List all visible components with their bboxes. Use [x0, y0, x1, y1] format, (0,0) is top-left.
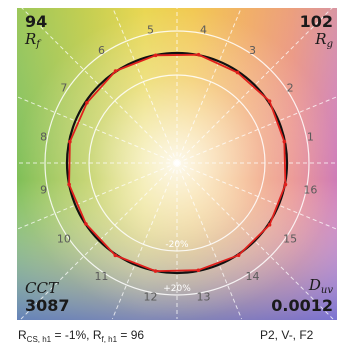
hue-bin-boundary: [176, 162, 337, 230]
test-source-point: [68, 139, 72, 144]
rg-label: Rg: [315, 30, 333, 50]
rg-metric: 102 Rg: [300, 14, 333, 50]
reference-ring: [44, 30, 310, 296]
hue-bin-boundary: [176, 8, 242, 164]
hue-bin-label: 6: [98, 44, 105, 57]
hue-bin-label: 5: [147, 24, 154, 37]
hue-bin-boundary: [176, 162, 243, 320]
hue-bin-label: 1: [307, 130, 314, 143]
rg-value: 102: [299, 12, 333, 31]
ring-label-inner: -20%: [165, 240, 189, 250]
test-source-point: [282, 139, 287, 144]
hue-bin-label: 14: [246, 270, 260, 283]
rf-value: 94: [25, 12, 48, 31]
hue-bin-label: 10: [57, 233, 71, 246]
hue-bin-label: 15: [283, 233, 297, 246]
classification-text: P2, V-, F2: [260, 328, 314, 342]
test-source-point: [267, 99, 272, 103]
test-source-point: [113, 69, 118, 73]
test-source-point: [84, 222, 88, 226]
test-source-point: [113, 253, 118, 258]
test-source-point: [283, 182, 288, 187]
cct-metric: CCT 3087: [25, 281, 70, 314]
hue-bin-boundary: [21, 8, 178, 164]
duv-label: Duv: [308, 276, 333, 296]
rf-metric: 94 Rf: [25, 14, 47, 50]
hue-bin-label: 12: [143, 290, 157, 303]
duv-value: 0.0012: [271, 296, 333, 315]
hue-bin-boundary: [20, 162, 178, 320]
test-source-point: [196, 52, 201, 57]
hue-bin-boundary: [111, 162, 178, 320]
hue-bin-label: 8: [40, 130, 47, 143]
hue-bin-label: 3: [249, 44, 256, 57]
test-source-point: [267, 223, 272, 227]
hue-bin-label: 13: [197, 290, 211, 303]
test-source-point: [153, 269, 158, 273]
hue-bin-boundary: [17, 162, 178, 230]
test-source-point: [235, 70, 240, 75]
hue-bin-label: 16: [303, 184, 317, 197]
hue-bin-boundary: [176, 96, 337, 164]
cct-value: 3087: [25, 296, 70, 315]
cct-label: CCT: [25, 279, 58, 297]
test-source-point: [67, 182, 71, 187]
footer-metrics: RCS, h1 = -1%, Rf, h1 = 96 P2, V-, F2: [18, 328, 344, 348]
duv-metric: Duv 0.0012: [271, 278, 333, 314]
reference-polygon: [65, 51, 289, 275]
rf-label: Rf: [25, 30, 40, 50]
hue-bin-label: 4: [200, 24, 207, 37]
hue-bin-boundary: [176, 8, 333, 164]
test-source-point: [153, 53, 158, 58]
test-source-point: [196, 268, 201, 273]
test-source-point: [85, 101, 89, 105]
hue-bin-label: 11: [94, 270, 108, 283]
hue-bin-boundary: [17, 96, 178, 164]
local-metrics-text: RCS, h1 = -1%, Rf, h1 = 96: [18, 328, 145, 344]
ring-label-outer: +20%: [163, 284, 191, 294]
hue-bin-boundary: [176, 162, 334, 320]
hue-bin-label: 7: [60, 81, 67, 94]
test-source-point: [236, 253, 241, 257]
hue-bin-label: 9: [40, 184, 47, 197]
color-vector-graphic: -20% +20% 1 2 3 4 5 6 7 8 9 10 11 12 13 14 15 16 94 Rf 10…: [17, 8, 337, 320]
hue-bin-boundary: [112, 8, 178, 164]
hue-bin-label: 2: [287, 81, 294, 94]
reference-ring: [88, 74, 266, 252]
